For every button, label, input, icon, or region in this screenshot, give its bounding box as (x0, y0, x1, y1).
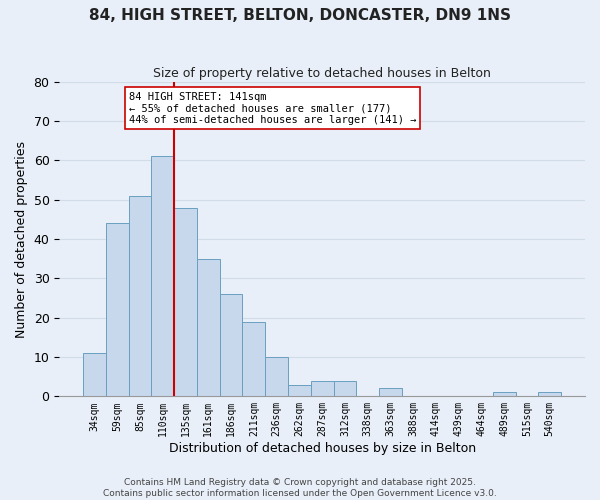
Bar (538, 392, 561, 396)
Text: Contains HM Land Registry data © Crown copyright and database right 2025.
Contai: Contains HM Land Registry data © Crown c… (103, 478, 497, 498)
Bar (311, 380, 334, 396)
Text: 84, HIGH STREET, BELTON, DONCASTER, DN9 1NS: 84, HIGH STREET, BELTON, DONCASTER, DN9 … (89, 8, 511, 22)
Bar (265, 357, 288, 397)
Text: 84 HIGH STREET: 141sqm
← 55% of detached houses are smaller (177)
44% of semi-de: 84 HIGH STREET: 141sqm ← 55% of detached… (128, 92, 416, 124)
Bar (83, 353, 106, 397)
X-axis label: Distribution of detached houses by size in Belton: Distribution of detached houses by size … (169, 442, 476, 455)
Y-axis label: Number of detached properties: Number of detached properties (15, 140, 28, 338)
Bar (379, 388, 402, 396)
Title: Size of property relative to detached houses in Belton: Size of property relative to detached ho… (153, 68, 491, 80)
Bar (128, 196, 151, 396)
Bar (242, 322, 265, 396)
Bar (220, 294, 242, 396)
Bar (174, 208, 197, 396)
Bar (288, 384, 311, 396)
Bar (334, 380, 356, 396)
Bar (151, 156, 174, 396)
Bar (197, 258, 220, 396)
Bar (493, 392, 515, 396)
Bar (106, 224, 128, 396)
